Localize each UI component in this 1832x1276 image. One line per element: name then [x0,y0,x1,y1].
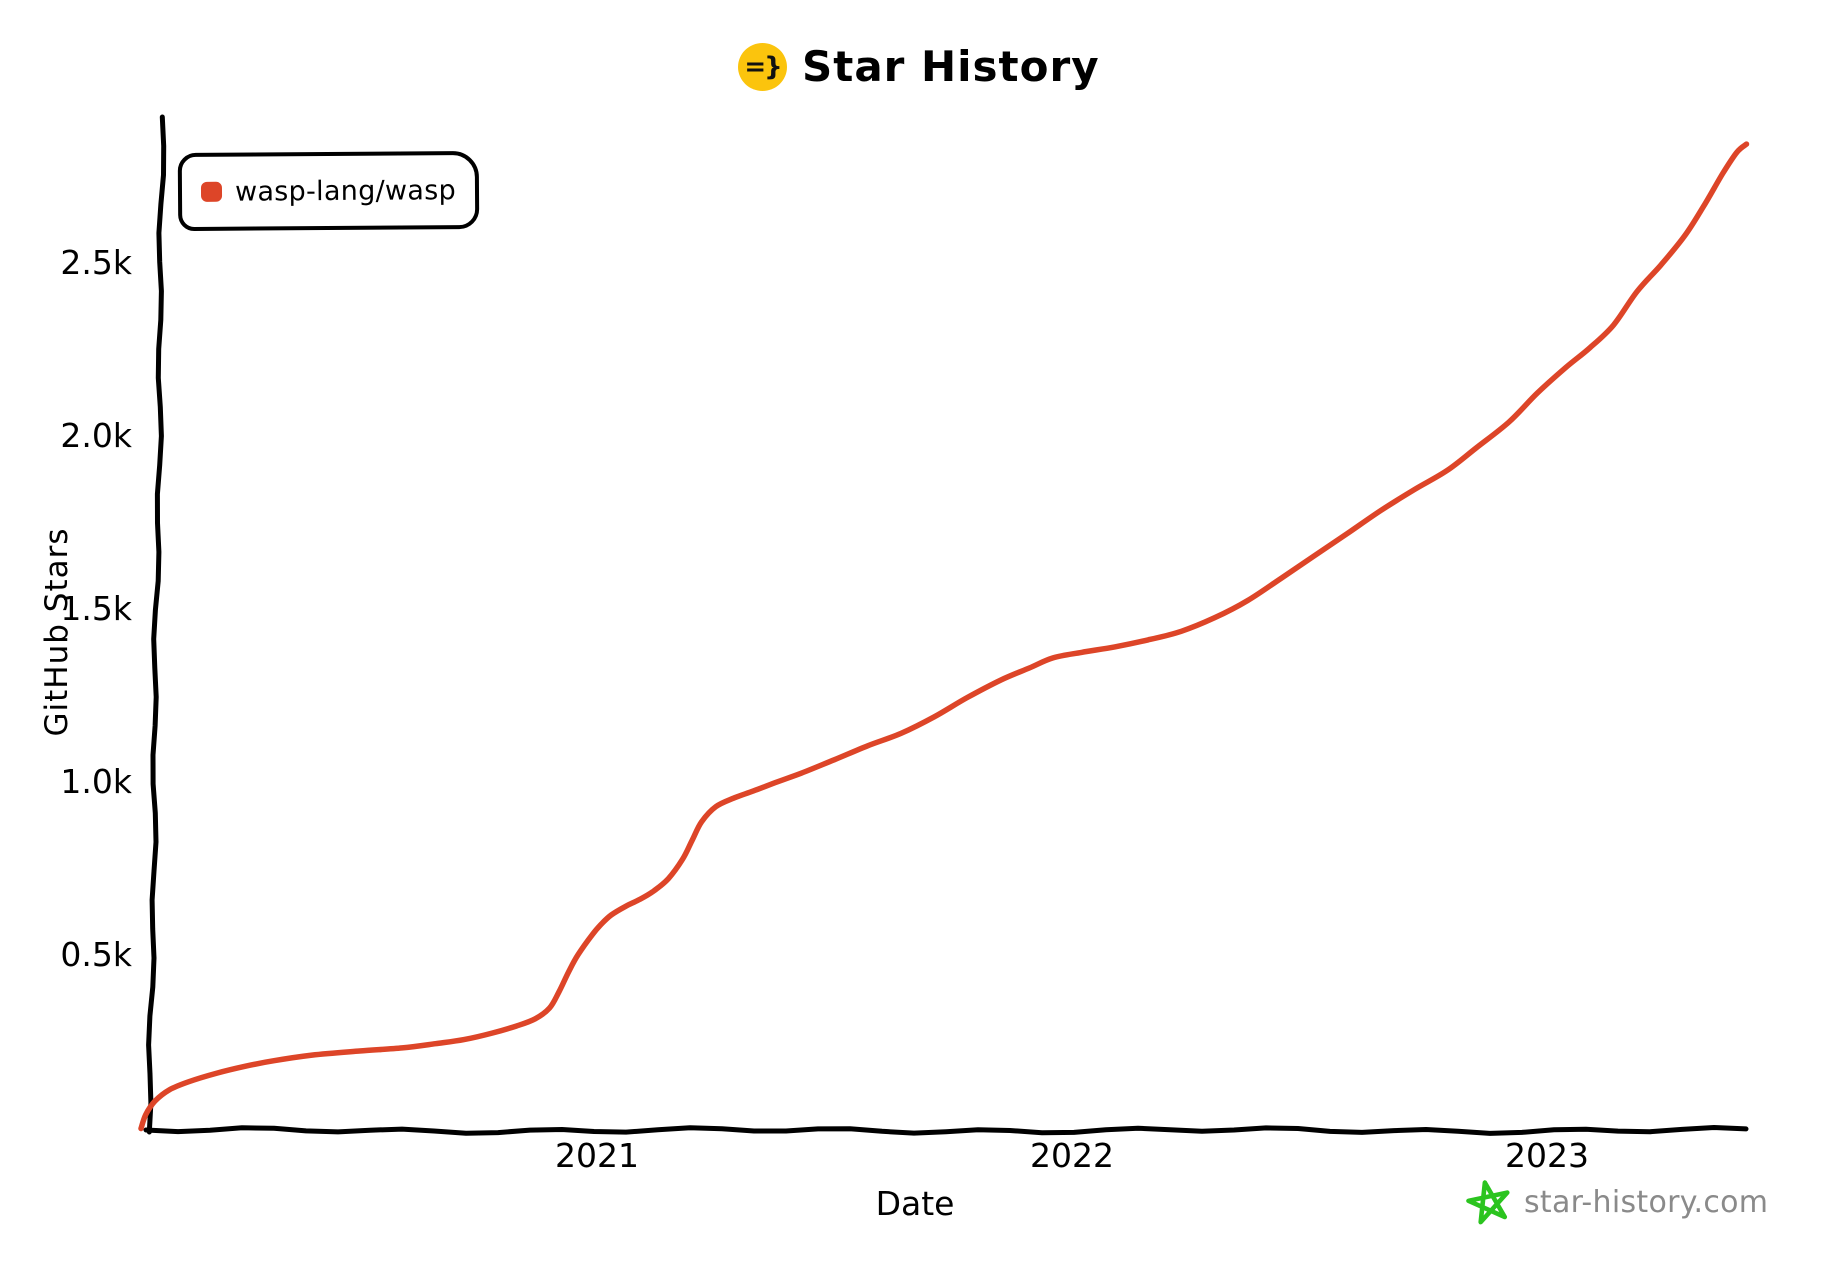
y-tick-label: 2.0k [60,415,132,455]
watermark: star-history.com [1466,1178,1768,1226]
y-tick-label: 1.0k [60,761,132,801]
y-tick-label: 2.5k [60,242,132,282]
x-tick-label: 2023 [1505,1136,1589,1175]
chart-title: Star History [802,42,1100,91]
y-axis-title: GitHub Stars [39,527,75,737]
y-tick-label: 1.5k [60,588,132,628]
star-history-line [138,141,1750,1132]
legend: wasp-lang/wasp [177,150,480,232]
x-tick-label: 2022 [1030,1136,1114,1175]
x-tick-label: 2021 [555,1136,639,1175]
star-doodle-stroke [1466,1180,1510,1225]
star-doodle-icon [1466,1180,1510,1225]
legend-marker-swatch [200,181,223,202]
legend-series-label: wasp-lang/wasp [234,174,457,208]
watermark-url: star-history.com [1524,1184,1769,1220]
y-axis-line [146,114,167,1135]
x-axis-line [143,1125,1749,1136]
chart-title-block: =} Star History [738,42,1100,91]
x-axis-title: Date [875,1184,955,1223]
y-tick-label: 0.5k [60,934,132,974]
wasp-logo-icon: =} [738,42,787,91]
